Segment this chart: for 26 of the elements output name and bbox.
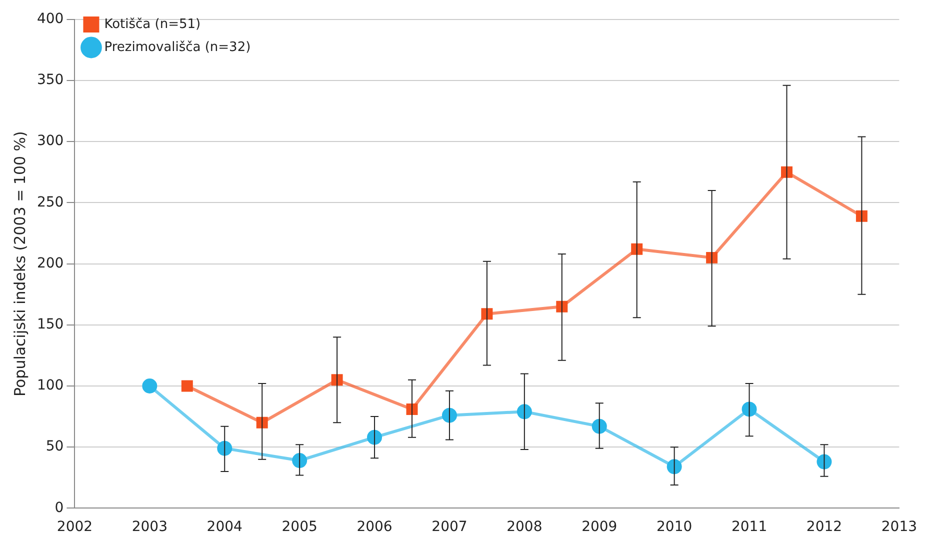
legend-label: Kotišča (n=51) <box>104 16 201 32</box>
y-tick-label: 150 <box>36 316 64 333</box>
point <box>181 380 193 392</box>
y-tick-label: 0 <box>54 500 64 516</box>
x-tick-label: 2006 <box>356 519 392 536</box>
x-tick-label: 2002 <box>56 519 93 536</box>
y-axis-title: Populacijski indeks (2003 = 100 %) <box>10 131 29 397</box>
x-tick-label: 2003 <box>132 519 168 536</box>
x-tick-label: 2004 <box>206 519 243 536</box>
y-tick-label: 50 <box>46 438 64 455</box>
x-tick-label: 2005 <box>282 519 318 536</box>
y-tick-label: 100 <box>36 378 64 394</box>
x-tick-label: 2010 <box>656 519 692 536</box>
y-tick-label: 400 <box>36 11 64 28</box>
x-tick-label: 2007 <box>432 519 468 536</box>
x-tick-label: 2009 <box>582 519 618 536</box>
y-tick-label: 350 <box>36 72 64 88</box>
y-tick-label: 300 <box>36 133 64 150</box>
x-tick-label: 2012 <box>806 519 842 536</box>
y-tick-label: 200 <box>36 255 64 272</box>
y-tick-label: 250 <box>36 194 64 210</box>
point <box>142 378 158 394</box>
x-tick-label: 2011 <box>731 519 768 536</box>
x-tick-label: 2013 <box>881 519 918 536</box>
x-tick-label: 2008 <box>506 519 542 536</box>
legend-label: Prezimovališča (n=32) <box>104 40 251 55</box>
